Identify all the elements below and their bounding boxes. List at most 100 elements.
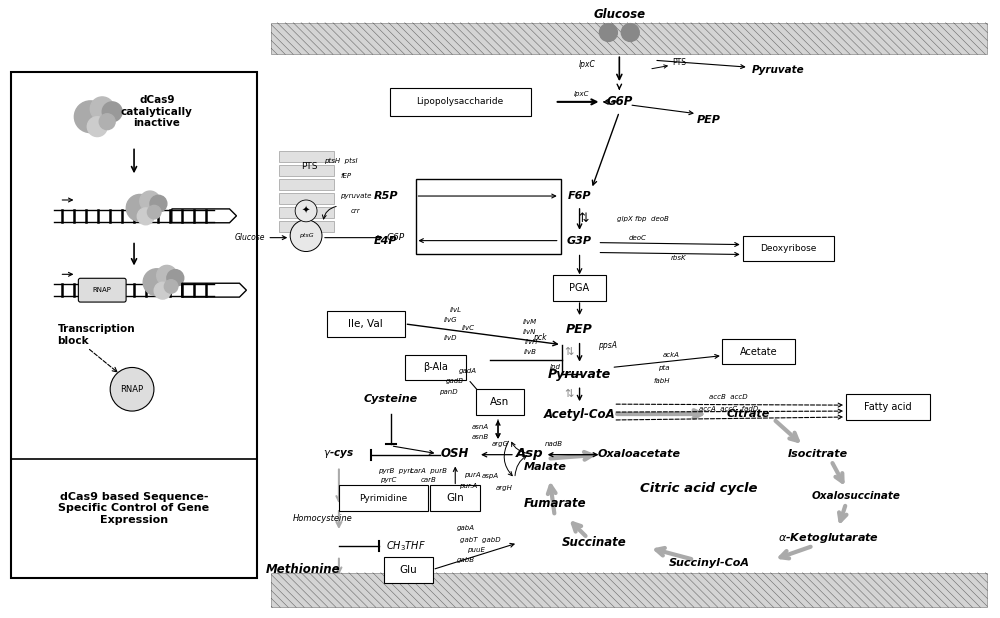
Text: gadA: gadA [459, 368, 477, 375]
FancyBboxPatch shape [339, 485, 428, 511]
Text: Methionine: Methionine [266, 563, 340, 576]
Text: pyrC: pyrC [380, 478, 397, 483]
Text: OSH: OSH [441, 447, 469, 460]
FancyBboxPatch shape [390, 88, 531, 116]
Text: pyruvate: pyruvate [340, 193, 371, 199]
Text: accA  accC  fadD: accA accC fadD [699, 406, 758, 412]
FancyBboxPatch shape [405, 355, 466, 380]
Text: G6P: G6P [606, 95, 633, 108]
Text: Fumarate: Fumarate [523, 497, 586, 510]
Circle shape [99, 114, 115, 130]
Text: ilvH: ilvH [525, 339, 539, 345]
Text: ilvN: ilvN [523, 329, 537, 335]
FancyBboxPatch shape [279, 221, 334, 232]
Circle shape [137, 208, 154, 225]
Text: Citrate: Citrate [727, 409, 770, 419]
Bar [271, 573, 987, 607]
Circle shape [102, 102, 122, 122]
Text: rbsK: rbsK [671, 255, 687, 261]
Text: accB  accD: accB accD [709, 394, 748, 400]
Bar [416, 179, 561, 253]
Text: Asn: Asn [490, 397, 510, 407]
Text: Asp: Asp [516, 447, 544, 460]
Text: Pyruvate: Pyruvate [548, 368, 611, 381]
Text: Deoxyribose: Deoxyribose [760, 244, 817, 253]
FancyBboxPatch shape [78, 278, 126, 302]
Circle shape [295, 200, 317, 222]
Text: PEP: PEP [566, 323, 593, 336]
Text: purA: purA [464, 473, 480, 478]
Circle shape [140, 191, 160, 211]
Text: PEP: PEP [697, 115, 721, 125]
Text: dCas9 based Sequence-
Specific Control of Gene
Expression: dCas9 based Sequence- Specific Control o… [58, 491, 210, 525]
Text: ilvD: ilvD [444, 335, 457, 341]
Text: crr: crr [351, 208, 361, 214]
FancyBboxPatch shape [279, 207, 334, 218]
Text: Oxalosuccinate: Oxalosuccinate [812, 491, 900, 501]
Text: G3P: G3P [567, 235, 592, 245]
Circle shape [599, 23, 617, 41]
Text: ilvC: ilvC [462, 325, 475, 331]
Text: glpX fbp  deoB: glpX fbp deoB [617, 216, 669, 222]
Text: Pyruvate: Pyruvate [752, 65, 805, 75]
Text: RNAP: RNAP [120, 385, 144, 394]
Circle shape [74, 101, 106, 133]
Text: argG: argG [492, 441, 509, 447]
FancyBboxPatch shape [279, 179, 334, 190]
Circle shape [154, 282, 171, 299]
FancyBboxPatch shape [279, 193, 334, 204]
Text: gabT  gabD: gabT gabD [460, 537, 500, 543]
FancyBboxPatch shape [384, 557, 433, 583]
Text: ✦: ✦ [302, 206, 310, 216]
FancyBboxPatch shape [279, 151, 334, 163]
FancyBboxPatch shape [743, 235, 834, 261]
Text: $\alpha$-Ketoglutarate: $\alpha$-Ketoglutarate [778, 531, 879, 545]
FancyBboxPatch shape [327, 311, 405, 337]
Text: dCas9
catalytically
inactive: dCas9 catalytically inactive [121, 95, 193, 129]
Circle shape [157, 265, 177, 286]
Text: Oxaloacetate: Oxaloacetate [598, 449, 681, 459]
FancyBboxPatch shape [430, 485, 480, 511]
Circle shape [90, 97, 114, 121]
Text: Citric acid cycle: Citric acid cycle [640, 482, 758, 495]
Text: gadB: gadB [446, 378, 464, 384]
Text: Isocitrate: Isocitrate [788, 449, 848, 459]
Text: panD: panD [439, 389, 458, 396]
Text: Homocysteine: Homocysteine [293, 514, 353, 523]
Text: ilvG: ilvG [444, 317, 457, 323]
Text: ptsG: ptsG [299, 233, 313, 238]
Circle shape [150, 195, 167, 212]
Text: pyrB  pyrL: pyrB pyrL [378, 468, 414, 473]
Text: lpxC: lpxC [579, 60, 596, 69]
Text: gabA: gabA [457, 525, 475, 531]
Text: PGA: PGA [569, 283, 590, 293]
Circle shape [143, 269, 170, 296]
Text: ackA: ackA [663, 352, 679, 358]
Text: $\gamma$-cys: $\gamma$-cys [323, 447, 354, 460]
Text: ilvB: ilvB [523, 349, 536, 355]
Text: deoC: deoC [628, 235, 646, 240]
Text: Glu: Glu [400, 565, 417, 575]
Text: carA  purB: carA purB [410, 468, 447, 473]
Text: β-Ala: β-Ala [423, 363, 448, 373]
Text: PTS: PTS [672, 57, 686, 67]
Text: gabB: gabB [457, 557, 475, 563]
Text: ptsH  ptsI: ptsH ptsI [324, 158, 358, 164]
Text: carB: carB [421, 478, 436, 483]
FancyBboxPatch shape [846, 394, 930, 420]
Text: Pyrimidine: Pyrimidine [360, 494, 408, 503]
Text: R5P: R5P [373, 191, 398, 201]
Text: Succinate: Succinate [562, 536, 627, 549]
FancyBboxPatch shape [553, 275, 606, 301]
Circle shape [126, 195, 153, 221]
Text: ppsA: ppsA [598, 341, 617, 350]
Text: F6P: F6P [568, 191, 591, 201]
Text: Cysteine: Cysteine [364, 394, 418, 404]
Text: Transcription
block: Transcription block [57, 324, 135, 345]
Text: asnA: asnA [472, 424, 489, 430]
Text: lpxC: lpxC [574, 91, 589, 97]
Text: aspA: aspA [481, 473, 499, 480]
Bar [271, 23, 987, 54]
Circle shape [87, 117, 107, 137]
Text: ⇅: ⇅ [578, 213, 589, 226]
